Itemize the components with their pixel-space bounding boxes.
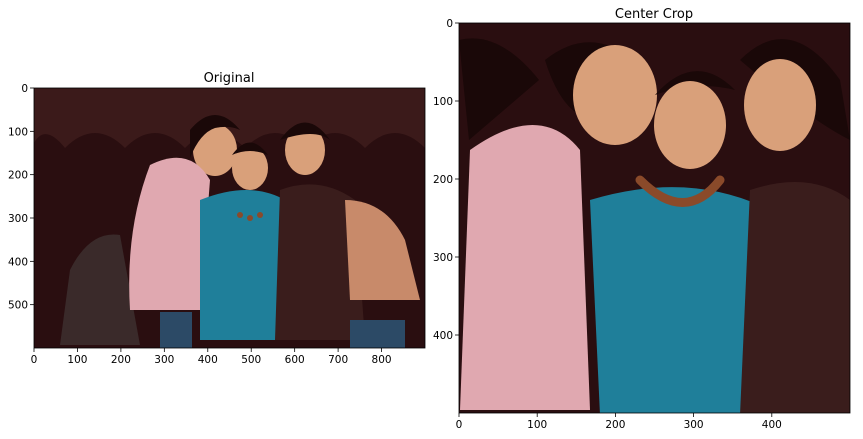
- original-x-tick-label: 300: [154, 354, 174, 366]
- center-crop-x-tick-label: 100: [527, 419, 547, 431]
- center-crop-x-tick-label: 0: [456, 419, 463, 431]
- original-x-tick-label: 400: [198, 354, 218, 366]
- center-crop-x-tick-label: 400: [762, 419, 782, 431]
- center-crop-y-tick-label: 300: [433, 252, 453, 264]
- original-x-tick-label: 600: [285, 354, 305, 366]
- center-crop-panel: Center Crop 0 100 200 300 400 0 100 200 300 400: [433, 7, 851, 431]
- original-ticks: 0 100 200 300 400 500 600 700 800 0 100 200 300 400 50…: [8, 83, 392, 366]
- center-crop-x-tick-label: 300: [684, 419, 704, 431]
- center-crop-image: [459, 23, 850, 413]
- original-y-tick-label: 0: [21, 83, 28, 95]
- original-x-tick-label: 200: [111, 354, 131, 366]
- original-y-tick-label: 300: [8, 213, 28, 225]
- original-x-tick-label: 700: [328, 354, 348, 366]
- original-y-tick-label: 100: [8, 126, 28, 138]
- original-y-tick-label: 200: [8, 170, 28, 182]
- center-crop-frame: [458, 22, 851, 414]
- original-panel: Original 0 100 200 300 400 500: [8, 71, 426, 366]
- center-crop-y-tick-label: 400: [433, 330, 453, 342]
- original-y-tick-label: 400: [8, 256, 28, 268]
- center-crop-y-tick-label: 0: [446, 18, 453, 30]
- original-x-tick-label: 500: [241, 354, 261, 366]
- original-image: [34, 88, 425, 348]
- center-crop-y-tick-label: 200: [433, 174, 453, 186]
- original-x-tick-label: 0: [31, 354, 38, 366]
- original-y-tick-label: 500: [8, 300, 28, 312]
- original-x-tick-label: 800: [372, 354, 392, 366]
- center-crop-title: Center Crop: [615, 7, 693, 22]
- center-crop-ticks: 0 100 200 300 400 0 100 200 300 400: [433, 18, 782, 431]
- original-x-tick-label: 100: [67, 354, 87, 366]
- center-crop-x-tick-label: 200: [605, 419, 625, 431]
- center-crop-y-tick-label: 100: [433, 96, 453, 108]
- original-title: Original: [204, 71, 255, 86]
